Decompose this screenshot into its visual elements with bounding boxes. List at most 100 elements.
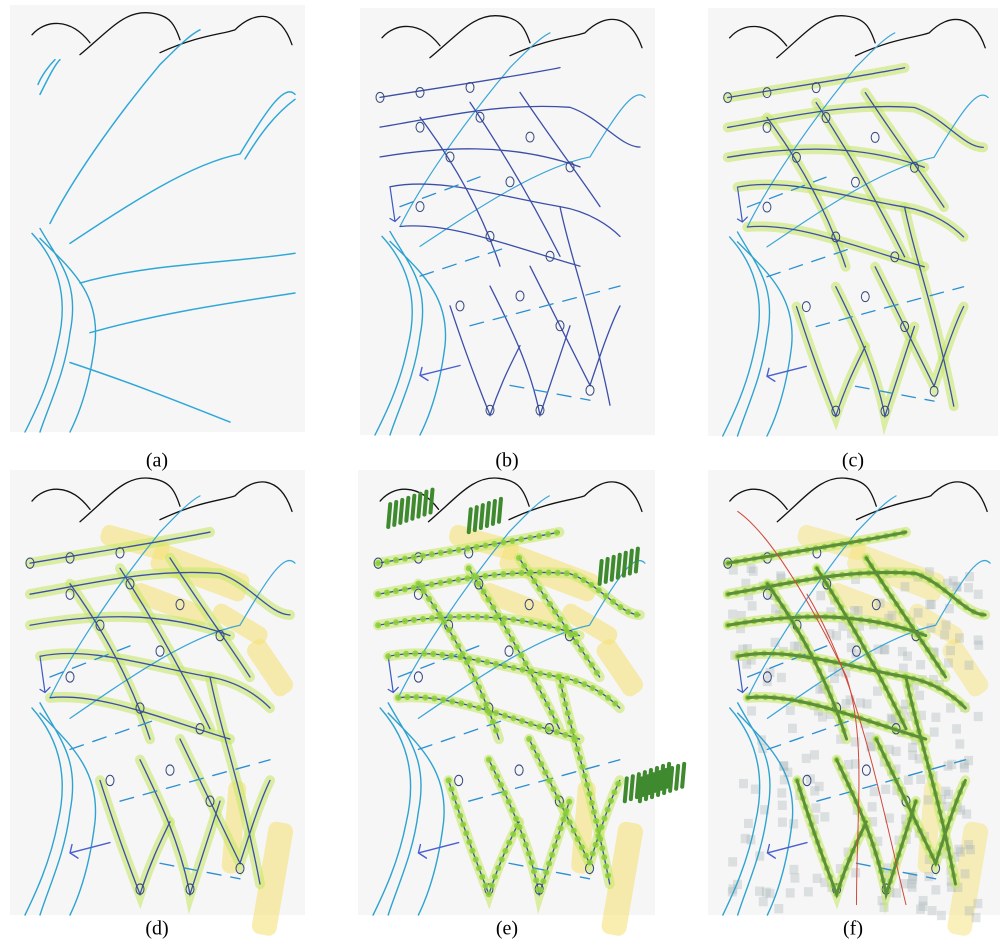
grey-square bbox=[778, 818, 787, 827]
grey-square bbox=[964, 840, 973, 849]
page: {"figure": {"panels": [ {"label": "(a)"}… bbox=[0, 0, 1001, 944]
tree-bar bbox=[612, 557, 614, 580]
grey-square bbox=[974, 590, 983, 599]
grey-square bbox=[946, 646, 955, 655]
grey-square bbox=[759, 897, 768, 906]
grey-square bbox=[908, 874, 917, 883]
grey-square bbox=[908, 743, 917, 752]
grey-square bbox=[766, 889, 775, 898]
panel-label: (e) bbox=[496, 918, 518, 940]
tree-bar bbox=[630, 551, 632, 574]
grey-square bbox=[974, 712, 983, 721]
grey-square bbox=[908, 883, 917, 892]
tree-bar bbox=[400, 500, 402, 523]
grey-square bbox=[940, 630, 949, 639]
tree-bar bbox=[418, 494, 420, 517]
grey-square bbox=[774, 904, 783, 913]
grey-square bbox=[728, 610, 737, 619]
tree-bar bbox=[624, 553, 626, 576]
grey-square bbox=[777, 673, 786, 682]
grey-square bbox=[961, 869, 970, 878]
grey-square bbox=[931, 713, 940, 722]
grey-square bbox=[944, 658, 953, 667]
grey-square bbox=[802, 754, 811, 763]
grey-square bbox=[811, 803, 820, 812]
tree-bar bbox=[625, 778, 627, 801]
tree-bar bbox=[631, 776, 633, 799]
grey-square bbox=[851, 868, 860, 877]
tree-bar bbox=[646, 776, 648, 799]
tree-bar bbox=[424, 492, 426, 515]
figure: (a)(b)(c)(d)(e)(f) bbox=[0, 0, 1001, 944]
tree-bar bbox=[481, 505, 483, 528]
tree-bar bbox=[652, 774, 654, 797]
grey-square bbox=[937, 911, 946, 920]
tree-bar bbox=[388, 504, 390, 527]
grey-square bbox=[974, 635, 983, 644]
tree-bar bbox=[475, 507, 477, 530]
grey-square bbox=[813, 874, 822, 883]
tree-bar bbox=[412, 496, 414, 519]
panel-label: (c) bbox=[842, 450, 864, 472]
grey-square bbox=[739, 779, 748, 788]
grey-square bbox=[916, 905, 925, 914]
grey-square bbox=[931, 885, 940, 894]
tree-bar bbox=[618, 555, 620, 578]
sketch-panel bbox=[708, 8, 998, 436]
grey-square bbox=[804, 887, 813, 896]
grey-square bbox=[777, 788, 786, 797]
grey-square bbox=[887, 611, 896, 620]
grey-square bbox=[914, 608, 923, 617]
grey-square bbox=[946, 703, 955, 712]
grey-square bbox=[816, 591, 825, 600]
tree-bar bbox=[499, 499, 501, 522]
grey-square bbox=[945, 604, 954, 613]
grey-square bbox=[962, 809, 971, 818]
grey-square bbox=[748, 601, 757, 610]
grey-square bbox=[870, 787, 879, 796]
tree-bar bbox=[664, 770, 666, 793]
grey-square bbox=[788, 724, 797, 733]
grey-square bbox=[789, 865, 798, 874]
grey-square bbox=[965, 661, 974, 670]
grey-square bbox=[790, 873, 799, 882]
panel-label: (f) bbox=[843, 918, 863, 940]
grey-square bbox=[856, 698, 865, 707]
grey-square bbox=[778, 801, 787, 810]
grey-square bbox=[881, 785, 890, 794]
tree-bar bbox=[640, 778, 642, 801]
grey-square bbox=[898, 647, 907, 656]
grey-square bbox=[916, 660, 925, 669]
grey-square bbox=[892, 747, 901, 756]
grey-square bbox=[916, 775, 925, 784]
grey-square bbox=[927, 600, 936, 609]
grey-square bbox=[964, 583, 973, 592]
tree-bar bbox=[658, 772, 660, 795]
grey-square bbox=[930, 727, 939, 736]
grey-square bbox=[810, 750, 819, 759]
sketch-panel bbox=[708, 470, 1000, 937]
grey-square bbox=[901, 582, 910, 591]
tree-bar bbox=[670, 768, 672, 791]
tree-bar bbox=[606, 559, 608, 582]
sketch-panel bbox=[10, 470, 305, 937]
sketch-panel bbox=[10, 5, 305, 432]
tree-bar bbox=[636, 549, 638, 572]
grey-square bbox=[749, 566, 758, 575]
grey-square bbox=[755, 887, 764, 896]
grey-square bbox=[973, 899, 982, 908]
grey-square bbox=[786, 888, 795, 897]
grey-square bbox=[952, 724, 961, 733]
tree-bar bbox=[469, 509, 471, 532]
tree-bar bbox=[394, 502, 396, 525]
tree-bar bbox=[406, 498, 408, 521]
panel-label: (d) bbox=[145, 918, 168, 940]
tree-bar bbox=[682, 764, 684, 787]
tree-bar bbox=[600, 561, 602, 584]
panel-label: (b) bbox=[495, 450, 518, 472]
grey-square bbox=[747, 706, 756, 715]
grey-square bbox=[955, 633, 964, 642]
grey-square bbox=[868, 802, 877, 811]
tree-bar bbox=[493, 501, 495, 524]
grey-square bbox=[810, 786, 819, 795]
